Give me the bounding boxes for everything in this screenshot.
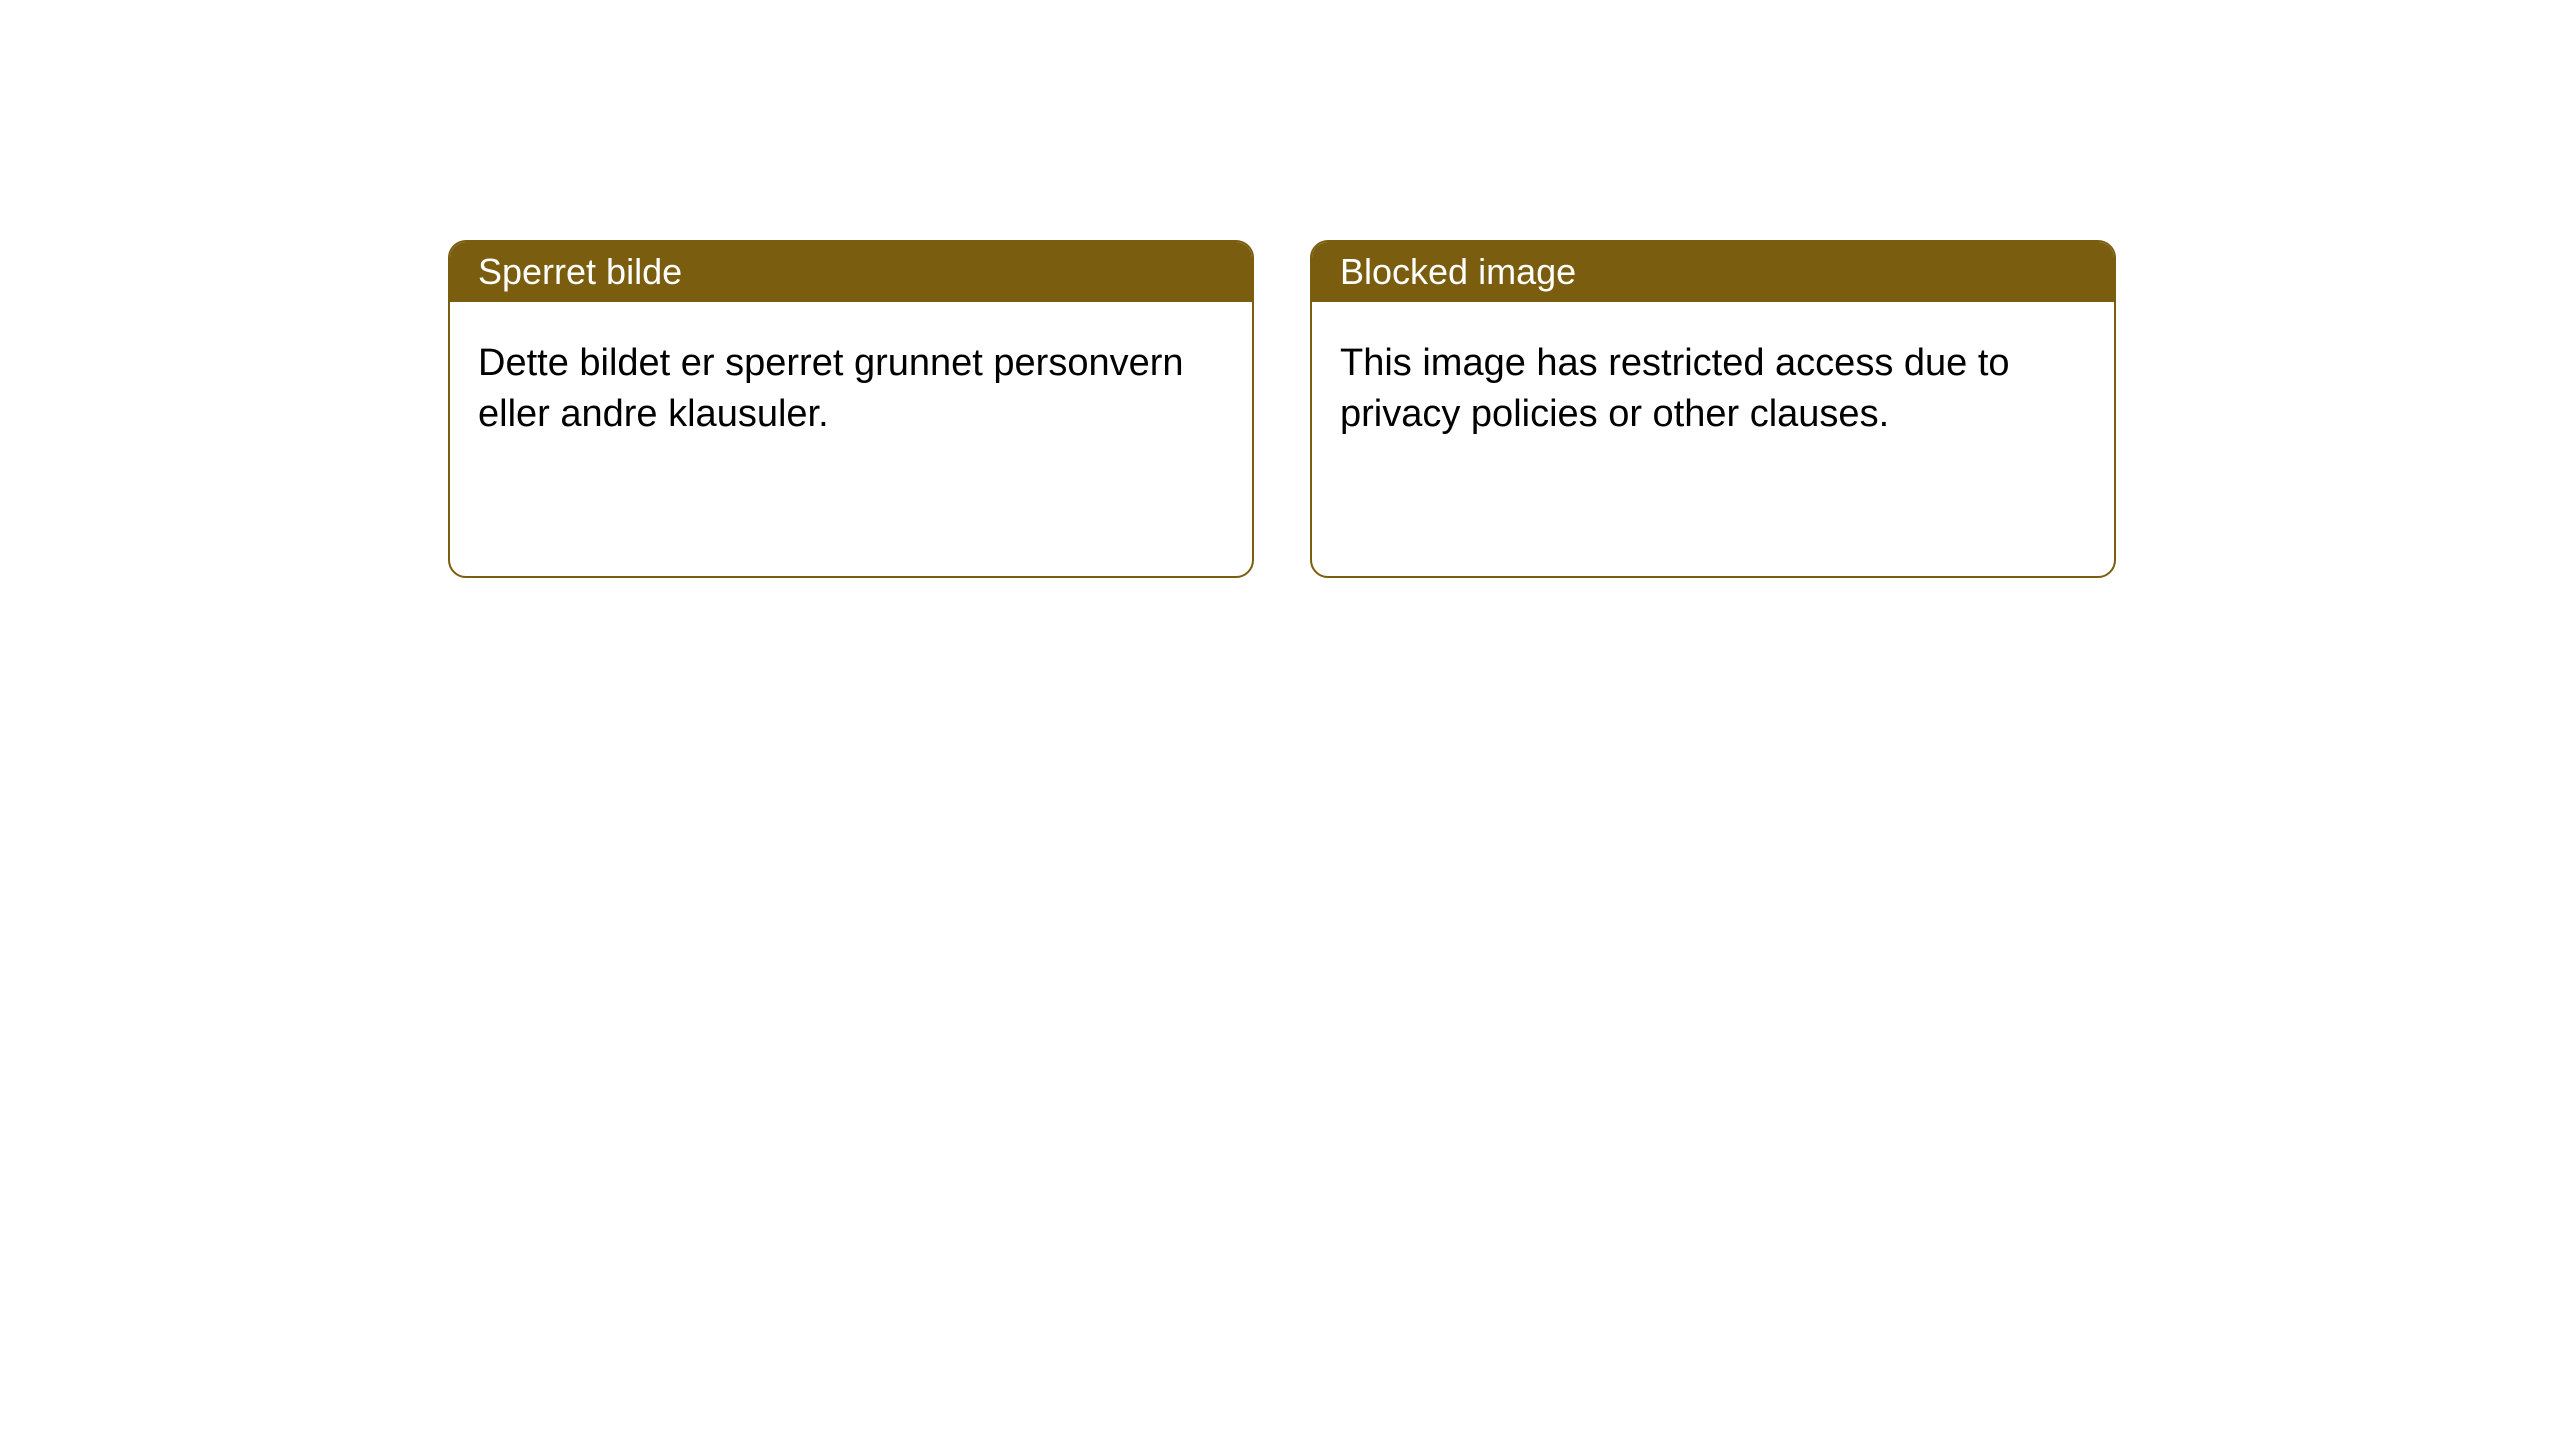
card-body-text: This image has restricted access due to … [1340,342,2010,435]
notice-container: Sperret bilde Dette bildet er sperret gr… [0,0,2560,578]
card-body: This image has restricted access due to … [1312,302,2114,477]
card-header: Blocked image [1312,242,2114,302]
card-body: Dette bildet er sperret grunnet personve… [450,302,1252,477]
card-title: Sperret bilde [478,251,682,293]
card-body-text: Dette bildet er sperret grunnet personve… [478,342,1184,435]
card-title: Blocked image [1340,251,1576,293]
notice-card-norwegian: Sperret bilde Dette bildet er sperret gr… [448,240,1254,578]
card-header: Sperret bilde [450,242,1252,302]
notice-card-english: Blocked image This image has restricted … [1310,240,2116,578]
